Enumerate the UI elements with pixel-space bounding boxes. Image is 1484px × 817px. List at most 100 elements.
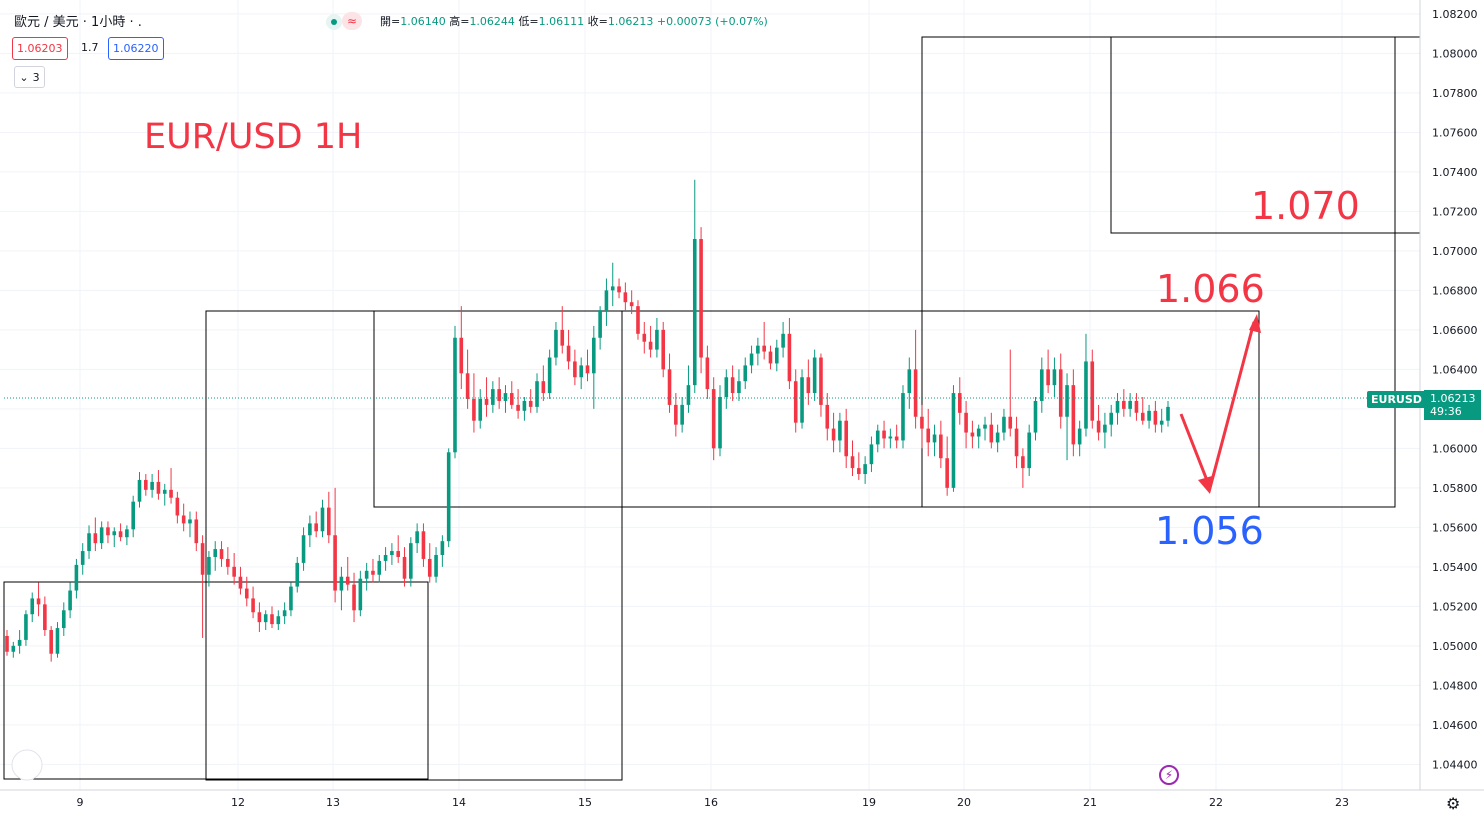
candle-body — [857, 468, 861, 475]
candle-body — [774, 347, 779, 364]
symbol-price-label: EURUSD — [1367, 391, 1426, 408]
candle-body — [74, 564, 79, 591]
candle-body — [459, 337, 464, 374]
price-tick-label: 1.04600 — [1432, 719, 1478, 732]
candle-body — [345, 576, 350, 585]
candle-body — [276, 616, 281, 625]
forecast-path — [1179, 321, 1256, 493]
candle-body — [983, 424, 987, 429]
time-tick-label: 16 — [704, 796, 718, 809]
candle-body — [320, 507, 325, 532]
price-tick-label: 1.07200 — [1432, 205, 1478, 218]
candle-body — [282, 610, 287, 617]
candle-body — [396, 551, 401, 557]
candle-body — [289, 586, 293, 611]
price-axis[interactable]: 1.04400 1.04600 1.04800 1.05000 1.05200 1.054… — [1432, 8, 1478, 771]
candle-body — [509, 393, 514, 405]
candle-body — [232, 566, 236, 577]
candle-body — [642, 333, 647, 342]
candle-body — [1021, 456, 1025, 469]
candle-body — [1071, 385, 1076, 445]
last-price-label: 1.06213 49:36 — [1424, 390, 1481, 420]
indicators-toggle[interactable]: ⌄ 3 — [14, 66, 45, 88]
candle-body — [244, 588, 249, 599]
candle-body — [61, 610, 66, 629]
candle-body — [995, 432, 1000, 443]
grid-lines — [0, 0, 1420, 790]
time-tick-label: 23 — [1335, 796, 1349, 809]
candle-body — [68, 590, 72, 611]
change-value: +0.00073 (+0.07%) — [656, 15, 768, 28]
candle-body — [604, 290, 609, 311]
scroll-button[interactable] — [11, 749, 43, 781]
candle-body — [415, 531, 419, 544]
symbol-title[interactable]: 歐元 / 美元 · 1小時 · . — [14, 15, 142, 30]
candle-body — [314, 523, 318, 532]
candle-body — [112, 531, 117, 536]
arrow-head-down — [1198, 476, 1212, 494]
candle-body — [970, 432, 975, 437]
candles — [5, 179, 1170, 662]
sell-button[interactable]: 1.06203 — [12, 37, 68, 60]
high-value: 1.06244 — [469, 15, 515, 28]
candle-body — [402, 556, 407, 579]
annotation-title: EUR/USD 1H — [144, 117, 362, 157]
time-tick-label: 12 — [231, 796, 245, 809]
candle-body — [1084, 361, 1088, 429]
forecast-arrow — [1179, 314, 1261, 494]
candle-body — [181, 515, 186, 524]
candle-body — [926, 428, 931, 443]
candle-body — [1090, 361, 1095, 421]
candle-body — [781, 333, 785, 348]
candle-body — [453, 337, 457, 453]
candle-body — [598, 310, 602, 338]
candle-body — [1002, 416, 1006, 433]
candle-body — [522, 400, 527, 411]
candle-body — [920, 416, 924, 429]
candle-body — [270, 614, 274, 625]
candle-body — [503, 393, 508, 401]
annotation-1066: 1.066 — [1156, 267, 1265, 311]
candle-body — [636, 306, 640, 334]
price-tick-label: 1.08000 — [1432, 47, 1478, 60]
candle-body — [497, 389, 501, 401]
candle-body — [251, 598, 255, 613]
buy-button[interactable]: 1.06220 — [108, 37, 164, 60]
candle-body — [655, 329, 659, 350]
price-tick-label: 1.06000 — [1432, 442, 1478, 455]
time-tick-label: 19 — [862, 796, 876, 809]
candle-body — [882, 430, 886, 439]
candle-body — [819, 357, 823, 405]
candle-body — [629, 302, 634, 307]
flash-icon[interactable]: ⚡ — [1159, 765, 1179, 785]
candle-body — [964, 412, 968, 433]
candle-body — [263, 614, 268, 623]
time-axis[interactable]: 9 12 13 14 15 16 19 20 21 22 23 — [77, 796, 1350, 809]
candle-body — [787, 333, 792, 382]
candle-body — [850, 456, 855, 469]
candle-body — [1122, 400, 1126, 409]
candle-body — [573, 361, 577, 378]
candle-body — [989, 424, 994, 443]
candle-body — [446, 452, 451, 542]
low-value: 1.06111 — [538, 15, 585, 28]
price-tick-label: 1.07800 — [1432, 87, 1478, 100]
candle-body — [907, 369, 912, 394]
candle-body — [150, 481, 154, 490]
drawn-rectangles — [3, 36, 1421, 781]
arrow-head-up — [1249, 314, 1261, 333]
candle-body — [1109, 412, 1114, 425]
candle-body — [894, 436, 899, 441]
candle-body — [17, 639, 22, 646]
gear-icon[interactable]: ⚙ — [1446, 794, 1461, 813]
candle-body — [1052, 369, 1057, 386]
indicator-icon[interactable]: ≈ — [342, 12, 362, 30]
chart-legend: 歐元 / 美元 · 1小時 · . — [14, 11, 142, 30]
price-tick-label: 1.04400 — [1432, 758, 1478, 771]
candle-body — [705, 357, 710, 390]
candle-body — [610, 286, 615, 291]
candle-body — [358, 578, 363, 611]
candle-body — [1134, 400, 1139, 413]
price-tick-label: 1.07000 — [1432, 245, 1478, 258]
